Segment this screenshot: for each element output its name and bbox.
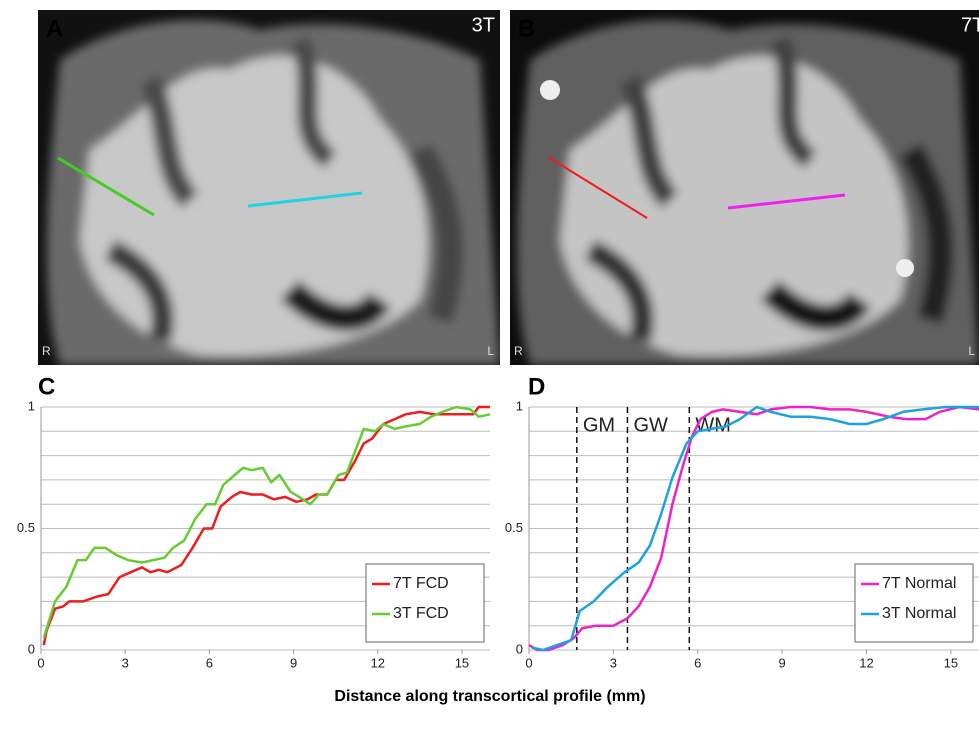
side-label: R <box>514 344 523 358</box>
field-label: 3T <box>472 14 495 36</box>
y-tick-label: 0 <box>28 641 35 656</box>
x-axis-label: Distance along transcortical profile (mm… <box>334 688 645 705</box>
x-tick-label: 12 <box>371 655 385 670</box>
x-tick-label: 15 <box>944 655 958 670</box>
region-label: GW <box>633 415 668 437</box>
side-label: L <box>487 344 494 358</box>
y-tick-label: 0 <box>516 641 523 656</box>
region-label: GM <box>583 415 615 437</box>
mri-image-b <box>510 10 979 365</box>
mri-image-a <box>38 10 500 365</box>
x-tick-label: 9 <box>779 655 786 670</box>
y-tick-label: 0.5 <box>505 520 523 535</box>
side-label: R <box>42 344 51 358</box>
series-line <box>531 405 979 652</box>
legend-label: 7T Normal <box>882 575 956 592</box>
legend-box <box>365 563 485 643</box>
x-tick-label: 6 <box>206 655 213 670</box>
x-tick-label: 15 <box>455 655 469 670</box>
legend-box <box>854 563 974 643</box>
legend-label: 3T FCD <box>393 605 449 622</box>
y-tick-label: 0.5 <box>17 520 35 535</box>
side-label: L <box>968 344 975 358</box>
x-tick-label: 3 <box>610 655 617 670</box>
x-tick-label: 9 <box>290 655 297 670</box>
x-tick-label: 0 <box>37 655 44 670</box>
field-label: 7T <box>961 14 979 36</box>
y-tick-label: 1 <box>516 398 523 413</box>
x-tick-label: 3 <box>122 655 129 670</box>
y-tick-label: 1 <box>28 398 35 413</box>
panel-label: A <box>46 15 63 42</box>
series-line <box>42 405 490 646</box>
legend-label: 7T FCD <box>393 575 449 592</box>
series-line <box>528 405 979 652</box>
panel-label: C <box>38 373 55 400</box>
panel-label: D <box>528 373 545 400</box>
x-tick-label: 12 <box>859 655 873 670</box>
x-tick-label: 6 <box>694 655 701 670</box>
x-tick-label: 0 <box>525 655 532 670</box>
panel-label: B <box>518 15 535 42</box>
series-line <box>42 405 491 639</box>
legend-label: 3T Normal <box>882 605 956 622</box>
